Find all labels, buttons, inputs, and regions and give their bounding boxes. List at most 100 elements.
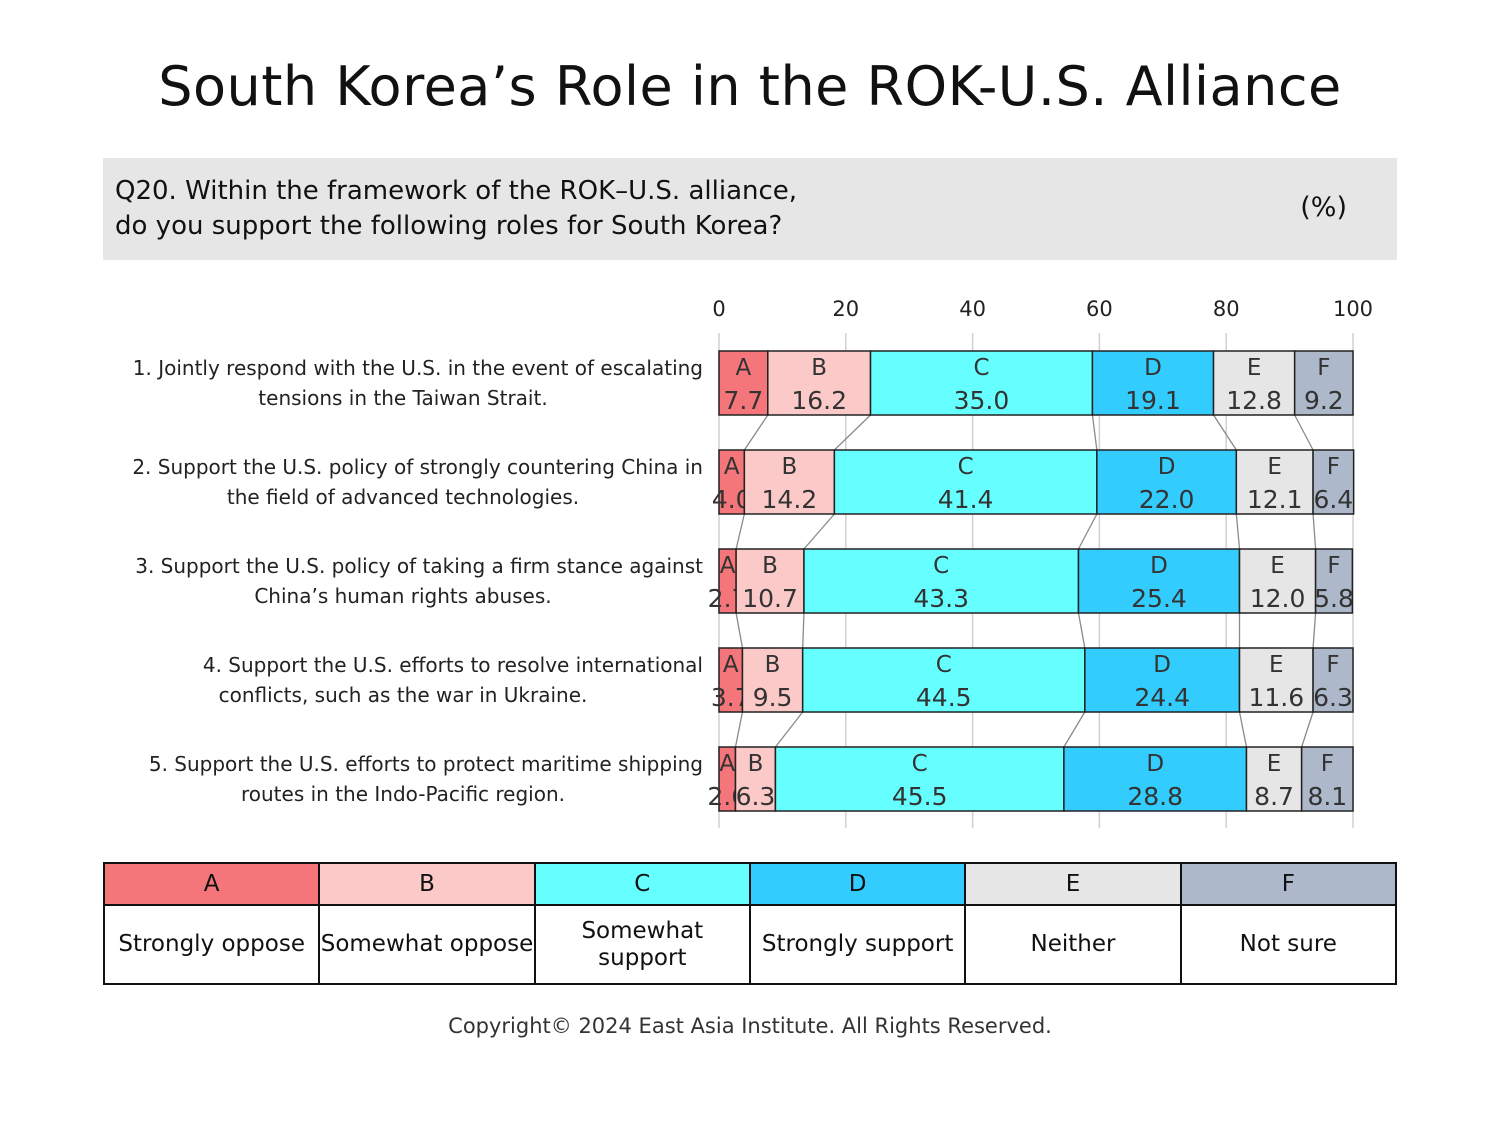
connector-line [1238, 711, 1248, 748]
connector-line [833, 414, 871, 451]
segment-key-label: E [1247, 355, 1262, 381]
bar-segment-D [1084, 647, 1241, 713]
bar-segment-A [718, 350, 769, 416]
row-label: 4. Support the U.S. efforts to resolve i… [103, 650, 703, 710]
segment-key-label: A [736, 355, 752, 381]
bar-segment-D [1063, 746, 1248, 812]
copyright: Copyright© 2024 East Asia Institute. All… [448, 1014, 1052, 1038]
data-label: 6.3 [1313, 683, 1353, 712]
bar-segment-A [718, 449, 746, 515]
segment-key-label: D [1158, 454, 1176, 480]
bar-segment-E [1235, 449, 1314, 515]
row-label-line: 3. Support the U.S. policy of taking a f… [135, 554, 703, 578]
question-line-1: Q20. Within the framework of the ROK–U.S… [115, 176, 798, 206]
x-tick-label: 40 [959, 297, 986, 321]
segment-key-label: F [1326, 652, 1339, 678]
segment-key-label: D [1146, 751, 1164, 777]
connector-line [1235, 513, 1241, 550]
bar-segment-F [1314, 548, 1354, 614]
data-label: 44.5 [916, 683, 972, 712]
bar-segment-B [735, 548, 805, 614]
data-label: 12.1 [1247, 485, 1303, 514]
legend-label: Somewhat oppose [318, 904, 536, 985]
segment-key-label: A [723, 652, 739, 678]
data-label: 11.6 [1248, 683, 1304, 712]
bar-segment-C [774, 746, 1065, 812]
row-label: 5. Support the U.S. efforts to protect m… [103, 749, 703, 809]
data-label: 5.8 [1314, 584, 1354, 613]
connector-line [1077, 513, 1098, 550]
data-label: 6.4 [1313, 485, 1353, 514]
legend-label: Strongly support [748, 904, 967, 985]
segment-key-label: F [1327, 553, 1340, 579]
row-label-line: routes in the Indo-Pacific region. [240, 782, 565, 806]
x-tick-label: 100 [1333, 297, 1373, 321]
bar-segment-E [1238, 548, 1317, 614]
segment-key-label: C [912, 751, 928, 777]
bar-segment-D [1096, 449, 1238, 515]
data-label: 7.7 [724, 386, 764, 415]
connector-line [802, 612, 805, 649]
connector-line [774, 711, 804, 748]
data-label: 45.5 [892, 782, 948, 811]
connector-line [1294, 414, 1314, 451]
bar-segment-F [1312, 449, 1355, 515]
data-label: 16.2 [791, 386, 847, 415]
row-label-line: China’s human rights abuses. [254, 584, 552, 608]
page-title: South Korea’s Role in the ROK-U.S. Allia… [158, 55, 1342, 118]
question-text: Q20. Within the framework of the ROK–U.S… [115, 174, 797, 244]
unit-label: (%) [1300, 192, 1347, 223]
data-label: 22.0 [1139, 485, 1195, 514]
segment-key-label: B [762, 553, 778, 579]
segment-key-label: C [936, 652, 952, 678]
row-label: 2. Support the U.S. policy of strongly c… [103, 452, 703, 512]
connector-line [735, 612, 744, 649]
legend-label: Somewhat support [533, 904, 751, 985]
row-label: 1. Jointly respond with the U.S. in the … [103, 353, 703, 413]
bar-segment-D [1077, 548, 1241, 614]
data-label: 12.0 [1250, 584, 1306, 613]
row-label-line: 5. Support the U.S. efforts to protect m… [148, 752, 703, 776]
segment-key-label: A [719, 751, 735, 777]
data-label: 8.1 [1307, 782, 1347, 811]
legend-key: C [533, 862, 751, 906]
legend-key: F [1179, 862, 1398, 906]
data-label: 6.3 [736, 782, 776, 811]
segment-key-label: E [1267, 454, 1282, 480]
data-label: 12.8 [1226, 386, 1282, 415]
segment-key-label: F [1321, 751, 1334, 777]
legend-label: Strongly oppose [102, 904, 321, 985]
connector-line [803, 513, 835, 550]
row-label-line: conflicts, such as the war in Ukraine. [218, 683, 588, 707]
legend-key: A [102, 862, 321, 906]
bar-segment-C [833, 449, 1098, 515]
data-label: 9.5 [753, 683, 793, 712]
connector-line [1063, 711, 1086, 748]
segment-key-label: E [1270, 553, 1285, 579]
connector-line [735, 513, 745, 550]
data-label: 35.0 [954, 386, 1010, 415]
row-label: 3. Support the U.S. policy of taking a f… [103, 551, 703, 611]
x-tick-label: 60 [1086, 297, 1113, 321]
segment-key-label: B [811, 355, 827, 381]
data-label: 14.2 [762, 485, 818, 514]
data-label: 9.2 [1304, 386, 1344, 415]
data-label: 24.4 [1134, 683, 1190, 712]
x-tick-label: 20 [832, 297, 859, 321]
segment-key-label: C [973, 355, 989, 381]
bar-segment-B [767, 350, 872, 416]
connector-line [1212, 414, 1237, 451]
bar-segment-B [734, 746, 777, 812]
data-label: 8.7 [1254, 782, 1294, 811]
bar-segment-F [1312, 647, 1354, 713]
segment-key-label: F [1327, 454, 1340, 480]
segment-key-label: D [1153, 652, 1171, 678]
question-line-2: do you support the following roles for S… [115, 211, 783, 241]
legend-key: E [964, 862, 1182, 906]
segment-key-label: B [781, 454, 797, 480]
row-label-line: tensions in the Taiwan Strait. [258, 386, 548, 410]
segment-key-label: F [1317, 355, 1330, 381]
x-tick-label: 0 [712, 297, 725, 321]
x-tick-label: 80 [1213, 297, 1240, 321]
